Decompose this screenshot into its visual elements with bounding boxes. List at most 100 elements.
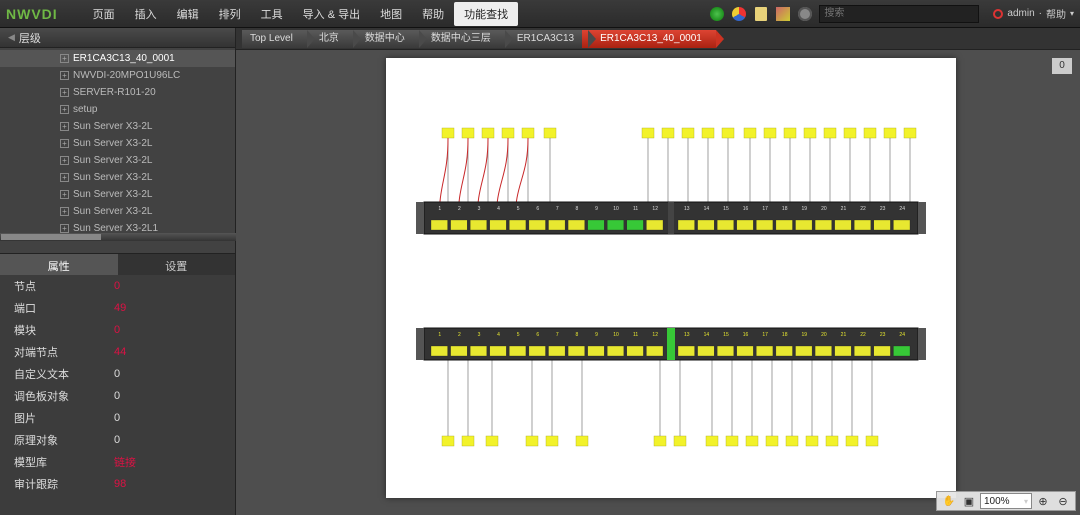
pie-icon[interactable] (731, 6, 747, 22)
svg-text:11: 11 (633, 332, 638, 338)
help-link[interactable]: 帮助 (1046, 6, 1066, 21)
breadcrumb-item[interactable]: ER1CA3C13_40_0001 (582, 30, 716, 48)
expand-icon[interactable]: + (60, 88, 69, 97)
svg-text:1: 1 (438, 206, 441, 212)
tree-row[interactable]: + Sun Server X3-2L (0, 203, 235, 220)
expand-icon[interactable]: + (60, 71, 69, 80)
menu-item[interactable]: 排列 (209, 2, 251, 26)
user-status-icon (993, 9, 1003, 19)
gear-icon[interactable] (797, 6, 813, 22)
properties-list: 节点0端口49模块0对端节点44自定义文本0调色板对象0图片0原理对象0模型库链… (0, 275, 235, 515)
svg-text:9: 9 (595, 332, 598, 338)
menu-item[interactable]: 页面 (83, 2, 125, 26)
expand-icon[interactable]: + (60, 139, 69, 148)
expand-icon[interactable]: + (60, 54, 69, 63)
menu-item[interactable]: 地图 (370, 2, 412, 26)
svg-text:3: 3 (478, 206, 481, 212)
tree-label: NWVDI-20MPO1U96LC (73, 70, 180, 81)
tree-row[interactable]: +setup (0, 101, 235, 118)
zoom-in-icon[interactable]: ⊕ (1034, 493, 1052, 509)
drawing-paper: 1234567891011121314151617181920212223241… (386, 58, 956, 498)
canvas-wrap[interactable]: 1234567891011121314151617181920212223241… (236, 50, 1080, 515)
prop-row: 原理对象0 (0, 429, 235, 451)
menu-item[interactable]: 功能查找 (454, 2, 518, 26)
prop-key: 图片 (14, 410, 114, 426)
svg-text:9: 9 (595, 206, 598, 212)
main-menu: 页面插入编辑排列工具导入 & 导出地图帮助功能查找 (83, 2, 518, 26)
chevron-down-icon: ▾ (1070, 9, 1074, 18)
svg-text:2: 2 (458, 206, 461, 212)
svg-text:10: 10 (613, 332, 619, 338)
prop-value: 0 (114, 280, 120, 292)
diagram-svg: 1234567891011121314151617181920212223241… (386, 58, 956, 498)
svg-text:12: 12 (652, 332, 658, 338)
expand-icon[interactable]: + (60, 156, 69, 165)
prop-row: 图片0 (0, 407, 235, 429)
tree-row[interactable]: +Sun Server X3-2L (0, 169, 235, 186)
expand-icon[interactable]: + (60, 224, 69, 233)
zoom-out-icon[interactable]: ⊖ (1054, 493, 1072, 509)
prop-row: 审计跟踪98 (0, 473, 235, 495)
zoom-value: 100% (984, 496, 1010, 507)
svg-text:18: 18 (782, 206, 788, 212)
hand-tool-icon[interactable]: ✋ (940, 493, 958, 509)
tree-label: Sun Server X3-2L (73, 206, 153, 217)
prop-row: 节点0 (0, 275, 235, 297)
expand-icon[interactable]: + (60, 122, 69, 131)
svg-text:16: 16 (743, 332, 749, 338)
prop-key: 自定义文本 (14, 366, 114, 382)
expand-icon[interactable]: + (60, 207, 69, 216)
svg-text:20: 20 (821, 206, 827, 212)
svg-text:15: 15 (723, 332, 729, 338)
menu-item[interactable]: 帮助 (412, 2, 454, 26)
tree-row[interactable]: + Sun Server X3-2L (0, 152, 235, 169)
top-bar: NWVDI 页面插入编辑排列工具导入 & 导出地图帮助功能查找 admin · … (0, 0, 1080, 28)
prop-row: 端口49 (0, 297, 235, 319)
breadcrumb: Top Level北京数据中心数据中心三层ER1CA3C13ER1CA3C13_… (236, 28, 1080, 50)
menu-item[interactable]: 导入 & 导出 (293, 2, 370, 26)
svg-text:5: 5 (517, 332, 520, 338)
clipboard-icon[interactable] (753, 6, 769, 22)
triangle-icon[interactable]: ◀ (8, 32, 15, 43)
svg-text:17: 17 (762, 206, 768, 212)
svg-text:6: 6 (536, 332, 539, 338)
tree-row[interactable]: +Sun Server X3-2L (0, 135, 235, 152)
layer-badge[interactable]: 0 (1052, 58, 1072, 74)
menu-item[interactable]: 编辑 (167, 2, 209, 26)
tab-settings[interactable]: 设置 (118, 254, 236, 275)
tools-icon[interactable] (775, 6, 791, 22)
prop-key: 审计跟踪 (14, 476, 114, 492)
tree-row[interactable]: + NWVDI-20MPO1U96LC (0, 67, 235, 84)
menu-item[interactable]: 插入 (125, 2, 167, 26)
prop-value: 链接 (114, 454, 136, 470)
prop-value: 0 (114, 434, 120, 446)
prop-row: 调色板对象0 (0, 385, 235, 407)
tree-row[interactable]: +Sun Server X3-2L (0, 118, 235, 135)
fit-icon[interactable]: ▣ (960, 493, 978, 509)
tab-properties[interactable]: 属性 (0, 254, 118, 275)
expand-icon[interactable]: + (60, 105, 69, 114)
prop-value: 0 (114, 368, 120, 380)
horizontal-scrollbar[interactable] (0, 233, 236, 241)
globe-icon[interactable] (709, 6, 725, 22)
prop-key: 模型库 (14, 454, 114, 470)
svg-text:19: 19 (802, 206, 808, 212)
menu-item[interactable]: 工具 (251, 2, 293, 26)
expand-icon[interactable]: + (60, 173, 69, 182)
tree-row[interactable]: +Sun Server X3-2L (0, 186, 235, 203)
tree-label: Sun Server X3-2L (73, 155, 153, 166)
hierarchy-tree[interactable]: +ER1CA3C13_40_0001+NWVDI-20MPO1U96LC+SER… (0, 48, 235, 253)
search-input[interactable] (819, 5, 979, 23)
expand-icon[interactable]: + (60, 190, 69, 199)
prop-key: 原理对象 (14, 432, 114, 448)
breadcrumb-item[interactable]: Top Level (242, 30, 307, 48)
svg-text:4: 4 (497, 206, 500, 212)
user-area[interactable]: admin · 帮助 ▾ (993, 6, 1074, 21)
svg-text:13: 13 (684, 332, 690, 338)
tree-row[interactable]: +SERVER-R101-20 (0, 84, 235, 101)
prop-value: 49 (114, 302, 126, 314)
svg-text:10: 10 (613, 206, 619, 212)
tree-row[interactable]: +ER1CA3C13_40_0001 (0, 50, 235, 67)
zoom-display[interactable]: 100%▾ (980, 493, 1032, 509)
svg-text:23: 23 (880, 206, 886, 212)
